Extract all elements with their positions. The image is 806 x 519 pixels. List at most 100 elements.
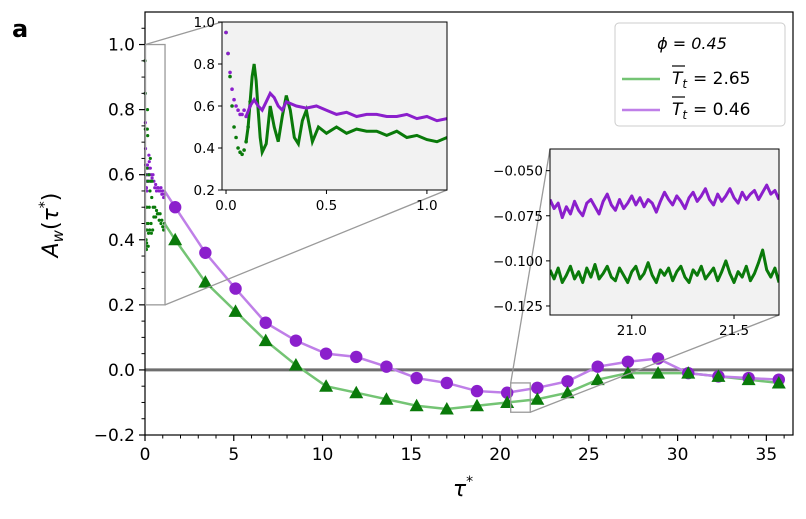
data-point-purple: [410, 371, 423, 385]
early-point-green: [153, 205, 157, 209]
inset-early-point-green: [232, 125, 236, 129]
data-point-green: [741, 372, 756, 386]
inset-late-traces: [550, 183, 779, 285]
inset-early-y-tick-label: 0.4: [194, 141, 215, 157]
x-tick-label: 10: [312, 445, 334, 465]
y-tick-label: 0.6: [108, 166, 135, 186]
x-tick-label: 30: [667, 445, 689, 465]
x-axis-label: τ*: [453, 474, 473, 502]
x-tick-label: 35: [756, 445, 778, 465]
inset-early-traces: [224, 30, 447, 158]
data-point-green: [651, 366, 666, 379]
data-point-purple: [168, 201, 182, 214]
panel-letter: a: [12, 15, 28, 43]
y-tick-label: 0.8: [108, 101, 135, 121]
data-point-green: [560, 385, 575, 399]
inset-early-y-tick-label: 1.0: [194, 15, 215, 31]
series-line-purple: [163, 190, 779, 394]
inset-early-point-green: [230, 104, 234, 108]
early-point-green: [146, 244, 150, 248]
inset-early-point-green: [242, 148, 246, 152]
inset-early-point-purple: [224, 30, 228, 35]
legend: ϕ = 0.45 Tt = 2.65 Tt = 0.46: [614, 22, 786, 127]
y-tick-label: 0.2: [108, 296, 135, 316]
early-point-green: [145, 166, 149, 170]
inset-early-x-tick-label: 0.5: [316, 198, 337, 214]
inset-early-x-tick-label: 1.0: [416, 198, 437, 214]
data-point-green: [771, 375, 786, 389]
data-point-green: [288, 358, 303, 371]
early-point-purple: [147, 160, 151, 164]
y-tick-label: 1.0: [108, 36, 135, 56]
early-point-purple: [153, 186, 157, 190]
inset-early-point-green: [246, 125, 250, 129]
data-point-purple: [621, 355, 635, 368]
inset-late-line-purple: [550, 183, 779, 220]
inset-early-point-green: [244, 139, 248, 144]
inset-early-point-purple: [236, 108, 240, 112]
data-point-green: [198, 275, 213, 288]
data-point-green: [711, 369, 726, 382]
early-point-green: [149, 231, 153, 235]
early-point-purple: [147, 153, 151, 157]
early-point-green: [146, 134, 150, 138]
svg-text:= 0.46: = 0.46: [693, 100, 751, 120]
data-point-purple: [440, 376, 454, 390]
early-point-purple: [154, 182, 158, 187]
svg-text:Tt: Tt: [672, 100, 688, 122]
x-tick-label: 20: [489, 445, 511, 465]
svg-text:= 2.65: = 2.65: [693, 69, 751, 89]
early-point-green: [148, 156, 152, 161]
inset-early-point-purple: [242, 108, 246, 112]
data-point-green: [349, 385, 364, 399]
x-tick-label: 15: [400, 445, 422, 465]
inset-early-y-tick-label: 0.8: [194, 57, 215, 73]
inset-late-time: 21.0 21.5 −0.125 −0.100 −0.075 −0.050: [493, 148, 780, 339]
inset-early-x-tick-label: 0.0: [215, 198, 236, 214]
early-point-purple: [160, 192, 164, 196]
early-point-green: [150, 195, 154, 200]
data-point-green: [681, 366, 696, 379]
early-point-green: [159, 221, 163, 226]
y-axis-label: Aw(τ*): [37, 193, 67, 260]
inset-early-point-green: [236, 146, 240, 150]
inset-early-point-purple: [240, 112, 244, 117]
early-point-purple: [156, 186, 160, 190]
svg-text:Aw(τ*): Aw(τ*): [37, 193, 67, 260]
inset-early-point-green: [240, 152, 244, 157]
inset-early-point-purple: [228, 70, 232, 75]
data-point-purple: [380, 360, 393, 373]
inset-early-point-purple: [248, 104, 252, 108]
data-point-green: [469, 398, 484, 412]
data-point-green: [168, 232, 183, 246]
data-point-green: [319, 379, 334, 392]
legend-title: ϕ = 0.45: [657, 34, 727, 53]
early-point-green: [146, 179, 150, 183]
inset-early-y-tick-label: 0.2: [194, 183, 215, 199]
inset-late-frame: [549, 148, 780, 316]
data-point-purple: [591, 360, 604, 373]
x-tick-label: 25: [578, 445, 600, 465]
inset-late-y-tick-label: −0.100: [493, 254, 543, 270]
data-point-purple: [199, 246, 212, 259]
inset-late-x-tick-label: 21.0: [617, 323, 647, 339]
data-point-purple: [350, 350, 363, 364]
inset-late-background: [550, 149, 779, 315]
inset-early-point-purple: [234, 104, 238, 108]
early-point-purple: [150, 176, 154, 180]
early-point-green: [145, 205, 149, 209]
data-point-purple: [289, 334, 303, 347]
data-point-green: [228, 304, 243, 317]
early-point-purple: [159, 186, 163, 190]
inset-early-point-purple: [230, 87, 234, 91]
svg-text:τ*: τ*: [453, 474, 473, 502]
inset-early-line-green: [244, 63, 447, 158]
inset-late-y-tick-label: −0.075: [493, 209, 543, 225]
zoom-connector-early: [164, 189, 448, 306]
early-point-green: [149, 221, 153, 226]
data-point-green: [258, 333, 273, 347]
early-point-green: [158, 212, 162, 216]
early-point-purple: [158, 189, 162, 193]
early-point-purple: [145, 163, 150, 167]
